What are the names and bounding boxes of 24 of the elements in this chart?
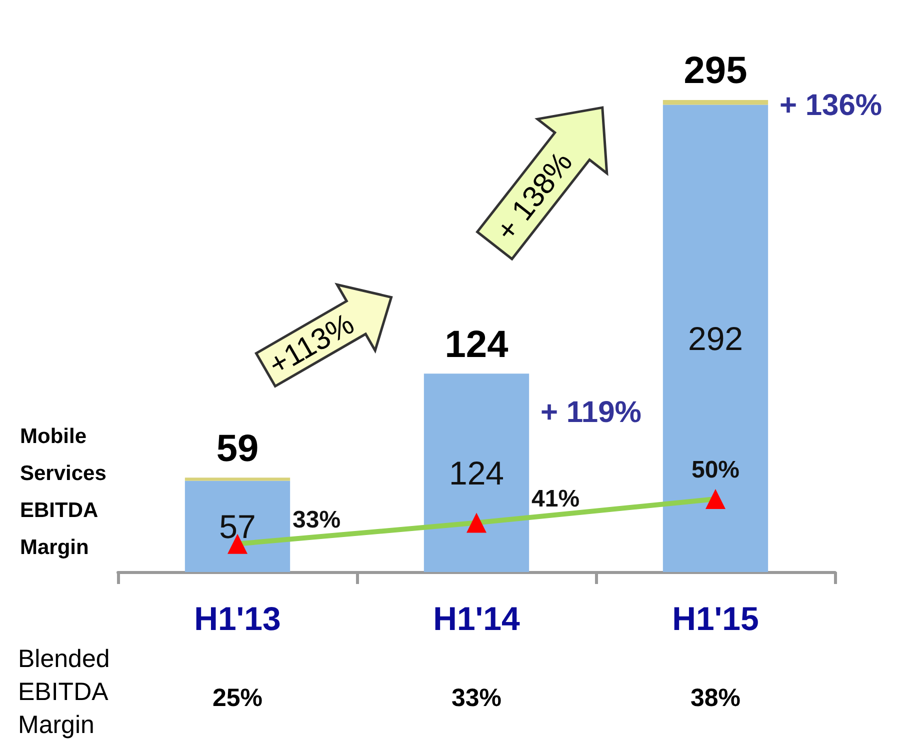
data-label: 124 — [448, 454, 504, 492]
bar — [424, 374, 530, 572]
data-label: 50% — [691, 456, 740, 484]
text: Blended EBITDA Margin — [18, 644, 111, 741]
text: 25% — [212, 684, 263, 713]
annotation: + 136% — [780, 88, 882, 123]
x-tick-label: H1'13 — [194, 600, 281, 637]
x-tick-label: H1'15 — [672, 600, 759, 637]
bar — [662, 104, 768, 572]
annotation: + 119% — [540, 396, 642, 430]
text: 33% — [451, 684, 502, 713]
bar — [184, 478, 290, 481]
bar — [184, 480, 290, 572]
data-label: 41% — [532, 485, 580, 512]
total-label: 295 — [684, 50, 748, 93]
data-label: 292 — [688, 320, 744, 357]
data-label: 57 — [219, 508, 256, 545]
text: 38% — [690, 684, 741, 713]
data-label: 33% — [292, 506, 341, 534]
text: Mobile Services EBITDA Margin — [20, 424, 108, 561]
bar — [662, 100, 768, 105]
total-label: 124 — [444, 324, 508, 367]
x-tick-label: H1'14 — [433, 600, 521, 637]
total-label: 59 — [216, 428, 259, 471]
